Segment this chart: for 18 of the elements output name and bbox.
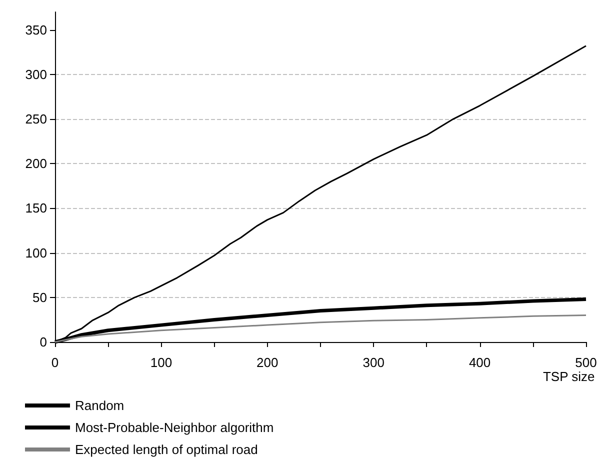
y-tick-label: 350	[25, 22, 47, 38]
legend-label: Expected length of optimal road	[75, 442, 258, 457]
x-tick-label: 0	[51, 355, 59, 370]
y-tick-label: 100	[25, 245, 47, 260]
x-tick-label: 100	[150, 355, 172, 370]
x-tick-label: 300	[362, 355, 384, 370]
legend-label: Random	[75, 398, 124, 413]
y-tick-label: 200	[25, 156, 47, 172]
legend-label: Most-Probable-Neighbor algorithm	[75, 420, 274, 435]
y-tick-label: 250	[25, 112, 47, 127]
x-tick-label: 200	[256, 355, 278, 370]
y-tick-label: 50	[32, 290, 47, 305]
y-tick-label: 150	[25, 200, 47, 216]
y-tick-label: 0	[40, 334, 47, 350]
x-axis-title: TSP size	[542, 369, 595, 384]
y-tick-label: 300	[25, 66, 47, 82]
x-tick-label: 500	[575, 355, 597, 370]
x-tick-label: 400	[468, 355, 491, 370]
